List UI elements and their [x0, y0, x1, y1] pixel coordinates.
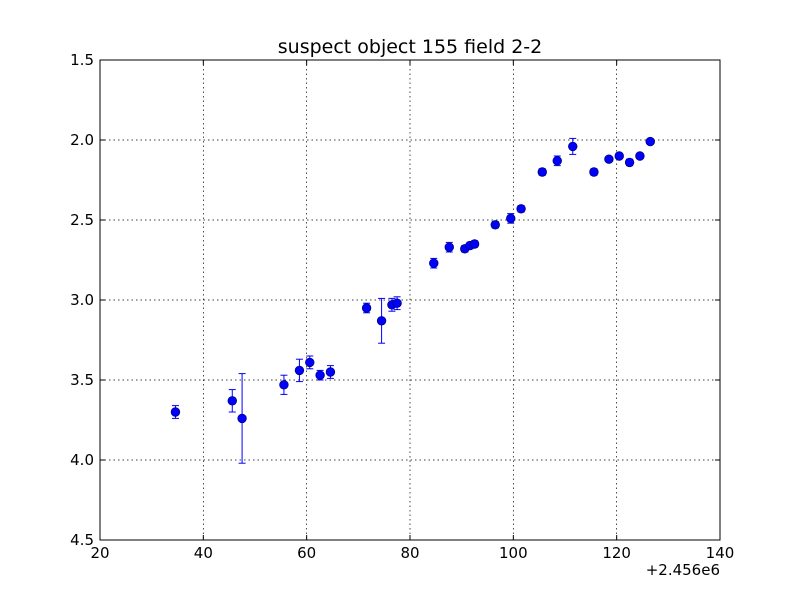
y-axis-ticks: 1.5 2.0 2.5 3.0 3.5 4.0 4.5 [70, 51, 720, 549]
data-point [305, 357, 315, 368]
y-tick-label: 4.0 [70, 451, 94, 469]
data-point [589, 167, 599, 177]
x-tick-label: 140 [706, 544, 735, 562]
data-points [170, 136, 655, 424]
data-point [552, 156, 562, 166]
data-point [429, 258, 439, 268]
data-point [604, 154, 614, 164]
data-point [237, 413, 247, 424]
chart-title: suspect object 155 field 2-2 [278, 36, 543, 58]
data-point [645, 136, 655, 147]
data-point [614, 151, 624, 161]
data-point [516, 204, 526, 214]
data-point [506, 213, 516, 224]
data-point [624, 157, 635, 168]
data-point [376, 316, 387, 326]
data-point [227, 396, 237, 406]
data-point [635, 151, 645, 161]
data-point [392, 298, 402, 308]
x-tick-label: 20 [90, 544, 109, 562]
y-tick-label: 3.0 [70, 291, 94, 309]
y-tick-label: 2.5 [70, 211, 94, 229]
x-tick-label: 100 [499, 544, 528, 562]
y-tick-label: 4.5 [70, 531, 94, 549]
data-point [490, 220, 500, 230]
x-tick-label: 120 [602, 544, 631, 562]
data-point [170, 407, 181, 417]
data-point [294, 365, 305, 376]
x-tick-label: 40 [194, 544, 213, 562]
data-point [469, 239, 480, 249]
grid-lines [100, 60, 720, 540]
y-tick-label: 2.0 [70, 131, 94, 149]
y-tick-label: 1.5 [70, 51, 94, 69]
data-point [361, 303, 372, 313]
x-tick-label: 80 [400, 544, 419, 562]
data-point [444, 242, 454, 252]
data-point [568, 141, 578, 152]
data-point [279, 380, 289, 390]
x-tick-label: 60 [297, 544, 316, 562]
data-point [315, 370, 325, 380]
data-point [537, 167, 547, 177]
data-point [325, 367, 336, 377]
x-axis-offset-label: +2.456e6 [646, 561, 720, 579]
y-tick-label: 3.5 [70, 371, 94, 389]
x-axis-ticks: 20 40 60 80 100 120 140 [90, 60, 734, 562]
